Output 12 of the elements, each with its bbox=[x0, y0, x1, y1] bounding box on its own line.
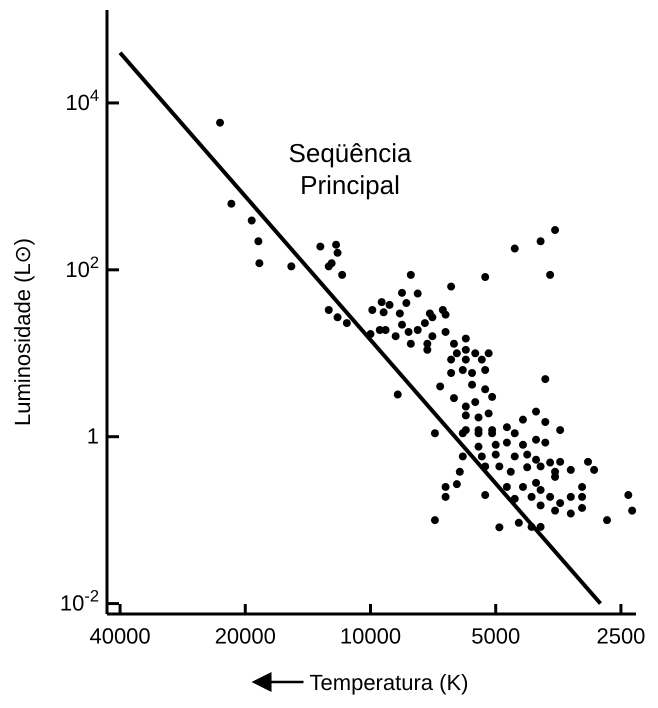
y-tick-label: 10$^{4}$ bbox=[65, 86, 99, 115]
x-tick-label: 5000 bbox=[471, 624, 520, 649]
x-tick-label: 10000 bbox=[340, 624, 402, 649]
y-tick-label: 1 bbox=[86, 424, 99, 449]
y-tick-label: 10$^{2}$ bbox=[65, 254, 99, 282]
annotation: Seqüência Principal bbox=[288, 138, 412, 200]
x-tick-label: 40000 bbox=[89, 624, 151, 649]
x-tick-label: 2500 bbox=[596, 624, 646, 649]
y-axis-title: Luminosidade (L⊙) bbox=[10, 238, 35, 426]
y-tick-label: 10$^{-2}$ bbox=[60, 588, 99, 616]
x-tick-label: 20000 bbox=[214, 624, 276, 649]
x-axis-title: Temperatura (K) bbox=[310, 670, 468, 695]
